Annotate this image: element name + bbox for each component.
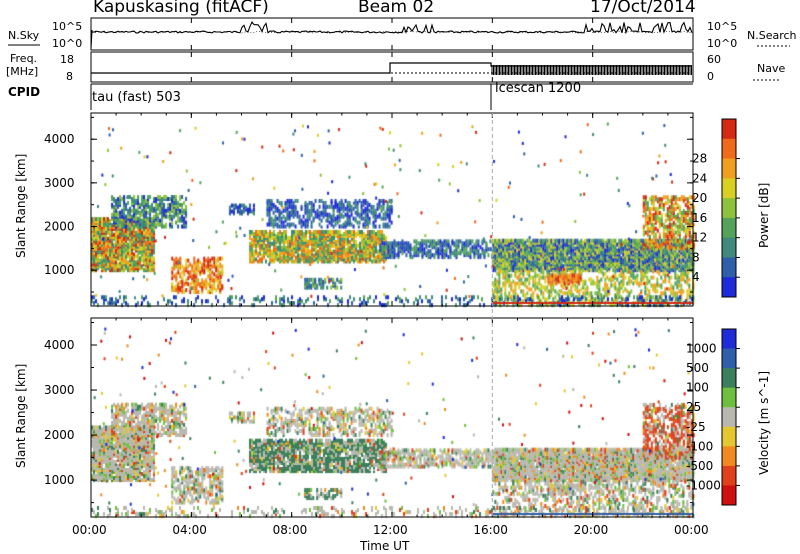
y-tick-label: 1000 <box>44 473 75 487</box>
freq-tick-bottom: 8 <box>66 70 73 83</box>
y-tick-label: 3000 <box>44 383 75 397</box>
power-colorbar-label: Power [dB] <box>757 182 771 248</box>
power-colorbar-tick-label: 8 <box>692 250 700 264</box>
power-colorbar-swatch <box>722 198 736 219</box>
velocity-colorbar-frame <box>721 328 737 506</box>
nsky-tick-bottom: 10^0 <box>52 37 83 50</box>
y-tick-label: 2000 <box>44 220 75 234</box>
cpid-label: CPID <box>8 85 41 99</box>
velocity-colorbar-swatch <box>722 426 736 447</box>
nsky-series-line <box>90 20 693 49</box>
velocity-colorbar-tick-label: 1000 <box>686 342 717 356</box>
power-colorbar-swatch <box>722 257 736 278</box>
power-colorbar-tick-label: 20 <box>692 191 707 205</box>
x-tick-label: 12:00 <box>373 523 408 537</box>
velocity-colorbar-tick-label: 500 <box>686 361 709 375</box>
x-tick-label: 04:00 <box>172 523 207 537</box>
velocity-panel-ylabel: Slant Range [km] <box>14 363 28 468</box>
velocity-colorbar-swatch <box>722 407 736 428</box>
velocity-colorbar-swatch <box>722 446 736 467</box>
x-tick-label: 08:00 <box>273 523 308 537</box>
velocity-colorbar-swatch <box>722 387 736 408</box>
nave-tick-top: 60 <box>707 53 721 66</box>
beam-label: Beam 02 <box>358 0 435 17</box>
power-colorbar-swatch <box>722 237 736 258</box>
nave-tick-bottom: 0 <box>707 70 714 83</box>
nsearch-tick-top: 10^5 <box>707 20 738 33</box>
power-colorbar-swatch <box>722 277 736 298</box>
nsearch-label: N.Search <box>747 29 797 42</box>
velocity-colorbar-tick-label: -25 <box>686 420 706 434</box>
power-colorbar-swatch <box>722 138 736 160</box>
nsky-tick-top: 10^5 <box>52 20 83 33</box>
freq-unit-label: [MHz] <box>6 65 39 78</box>
x-tick-label: 16:00 <box>473 523 508 537</box>
station-title: Kapuskasing (fitACF) <box>93 0 269 17</box>
y-tick-label: 4000 <box>44 132 75 146</box>
freq-tick-top: 18 <box>60 53 74 66</box>
x-tick-label: 00:00 <box>674 523 709 537</box>
nsearch-tick-bottom: 10^0 <box>707 37 738 50</box>
velocity-colorbar-swatch <box>722 348 736 369</box>
cpid-program-1: tau (fast) 503 <box>92 90 181 105</box>
power-colorbar-tick-label: 28 <box>692 152 707 166</box>
power-colorbar-swatch <box>722 119 736 140</box>
freq-label: Freq. <box>10 52 38 65</box>
velocity-colorbar-swatch <box>722 368 736 389</box>
cpid-program-2: icescan 1200 <box>495 81 582 96</box>
y-tick-label: 1000 <box>44 263 75 277</box>
power-colorbar-frame <box>721 118 737 298</box>
nave-label: Nave <box>757 62 786 75</box>
velocity-panel-frame <box>90 317 694 518</box>
velocity-colorbar-swatch <box>722 329 736 350</box>
nsearch-series-line <box>91 31 693 34</box>
velocity-colorbar-tick-label: 100 <box>686 381 709 395</box>
x-axis-label: Time UT <box>360 539 410 553</box>
power-colorbar-tick-label: 24 <box>692 171 707 185</box>
power-panel-frame <box>90 112 694 307</box>
velocity-colorbar-swatch <box>722 485 736 506</box>
power-colorbar-tick-label: 4 <box>692 270 700 284</box>
y-tick-label: 4000 <box>44 338 75 352</box>
velocity-colorbar-swatch <box>722 465 736 486</box>
power-colorbar-tick-label: 16 <box>692 211 707 225</box>
velocity-colorbar-tick-label: -100 <box>686 439 713 453</box>
power-colorbar-tick-label: 12 <box>692 231 707 245</box>
x-tick-label: 20:00 <box>574 523 609 537</box>
power-colorbar-swatch <box>722 178 736 199</box>
x-tick-label: 00:00 <box>72 523 107 537</box>
y-tick-label: 3000 <box>44 176 75 190</box>
power-panel-ylabel: Slant Range [km] <box>14 153 28 258</box>
velocity-colorbar-label: Velocity [m s^-1] <box>757 370 771 475</box>
nsky-label: N.Sky <box>8 29 40 42</box>
date-label: 17/Oct/2014 <box>590 0 696 17</box>
velocity-colorbar-tick-label: 25 <box>686 400 701 414</box>
y-tick-label: 2000 <box>44 428 75 442</box>
power-colorbar-swatch <box>722 217 736 239</box>
power-colorbar-swatch <box>722 158 736 179</box>
velocity-colorbar-tick-label: -1000 <box>686 478 721 492</box>
velocity-colorbar-tick-label: -500 <box>686 459 713 473</box>
